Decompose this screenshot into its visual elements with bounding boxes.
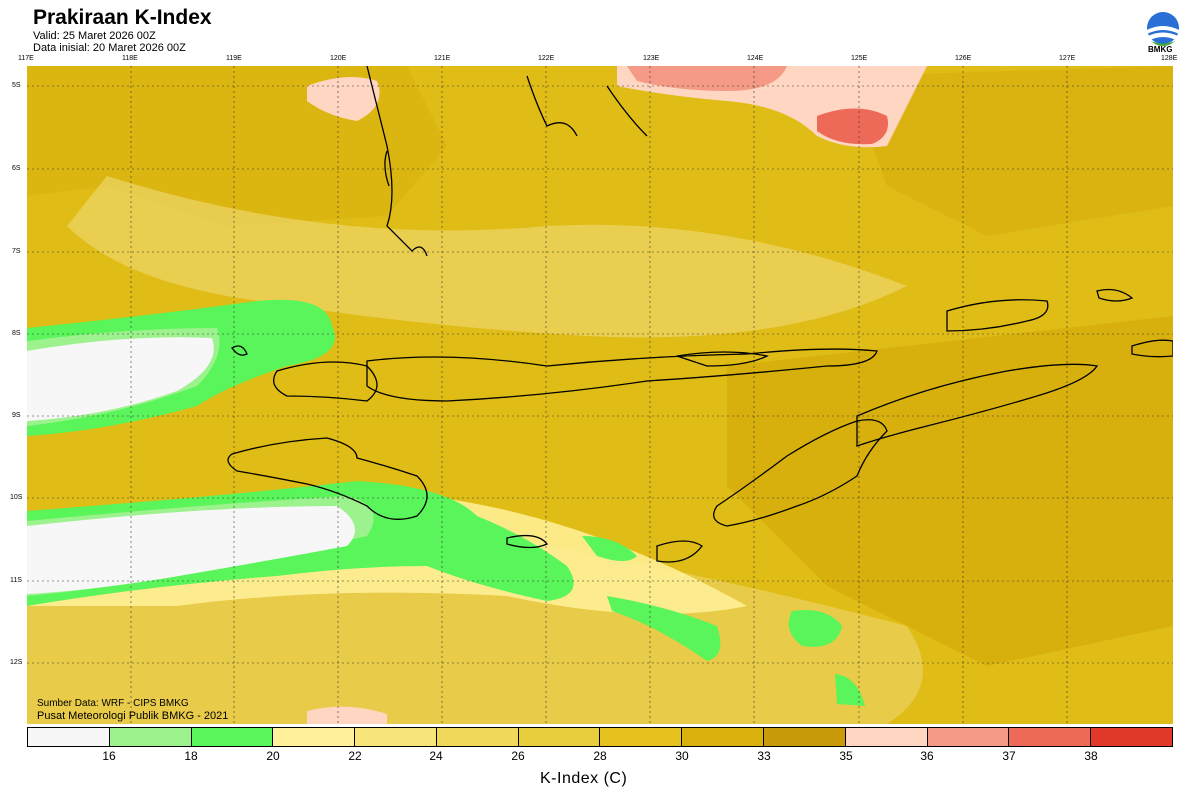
coast-savu	[506, 534, 549, 549]
map-title: Prakiraan K-Index	[33, 6, 212, 29]
colorbar	[27, 727, 1173, 747]
coast-sulawesi-se	[526, 75, 648, 137]
lon-label: 128E	[1161, 55, 1178, 62]
region-k-lt16-south	[27, 506, 355, 594]
colorbar-label: 37	[1002, 749, 1016, 763]
coastlines	[227, 66, 1173, 563]
colorbar-swatch	[355, 728, 437, 746]
colorbar-swatch	[682, 728, 765, 746]
colorbar-swatch	[518, 728, 601, 746]
coast-sulawesi	[366, 66, 428, 257]
colorbar-label: 38	[1084, 749, 1098, 763]
lat-label: 10S	[10, 494, 23, 501]
region-k-37-38	[817, 108, 888, 145]
colorbar-label: 24	[429, 749, 443, 763]
lat-label: 5S	[12, 82, 21, 89]
region-k-18-20-islet1	[582, 536, 637, 561]
colorbar-swatch	[273, 728, 356, 746]
colorbar-label: 20	[266, 749, 280, 763]
lat-label: 6S	[12, 165, 21, 172]
bmkg-logo-icon	[1147, 12, 1179, 46]
region-k-36-37	[627, 66, 787, 91]
colorbar-label: 28	[593, 749, 607, 763]
coast-flores	[366, 348, 878, 402]
credit: Pusat Meteorologi Publik BMKG - 2021	[37, 710, 229, 722]
coast-timor-east	[856, 363, 1099, 447]
region-k-22-24-north	[67, 176, 907, 338]
lon-label: 124E	[747, 55, 764, 62]
lat-label: 11S	[10, 577, 22, 584]
coast-timor	[713, 419, 888, 527]
colorbar-label: 36	[920, 749, 934, 763]
lon-label: 123E	[643, 55, 660, 62]
coast-rote	[656, 540, 703, 563]
coast-tanimbar-north	[1096, 288, 1134, 302]
colorbar-label: 26	[511, 749, 525, 763]
lon-label: 119E	[226, 55, 242, 62]
region-k-18-20-islet2	[607, 596, 721, 661]
data-source: Sumber Data: WRF - CIPS BMKG	[37, 698, 189, 709]
colorbar-swatch	[1091, 728, 1172, 746]
colorbar-swatch	[845, 728, 928, 746]
coast-alor	[676, 351, 769, 367]
region-k-30-33-east	[727, 316, 1173, 666]
colorbar-label: 18	[184, 749, 198, 763]
logo-text: BMKG	[1148, 45, 1173, 54]
colorbar-label: 16	[102, 749, 116, 763]
lon-label: 127E	[1059, 55, 1076, 62]
lat-label: 7S	[12, 248, 21, 255]
colorbar-label: 30	[675, 749, 689, 763]
coast-sumbawa	[273, 361, 378, 402]
colorbar-label: 33	[757, 749, 771, 763]
colorbar-swatch	[109, 728, 192, 746]
lon-label: 117E	[18, 55, 34, 62]
coast-ne-island	[1131, 339, 1173, 358]
region-k-30-33-ne	[847, 66, 1173, 236]
lon-label: 126E	[955, 55, 972, 62]
lon-label: 122E	[538, 55, 555, 62]
region-k-35-36-sw	[307, 706, 387, 724]
colorbar-swatch	[436, 728, 519, 746]
colorbar-swatch	[1009, 728, 1092, 746]
lon-label: 125E	[851, 55, 868, 62]
region-k-lt16-north	[27, 337, 214, 421]
region-k-18-20-islet3	[788, 610, 842, 647]
lat-label: 12S	[10, 659, 23, 666]
k-index-map	[27, 66, 1173, 724]
colorbar-swatch	[927, 728, 1010, 746]
coast-sumba	[227, 437, 428, 520]
colorbar-swatch	[764, 728, 846, 746]
colorbar-swatch	[28, 728, 110, 746]
init-time: Data inisial: 20 Maret 2026 00Z	[33, 42, 186, 54]
lon-label: 118E	[122, 55, 138, 62]
region-k-35-36-nw	[307, 77, 380, 121]
colorbar-label: 22	[348, 749, 362, 763]
coast-lombok	[231, 345, 248, 356]
colorbar-swatch	[191, 728, 274, 746]
valid-time: Valid: 25 Maret 2026 00Z	[33, 30, 156, 42]
grid-lines	[27, 66, 1173, 724]
coast-wetar	[946, 299, 1049, 332]
lat-label: 8S	[12, 330, 21, 337]
lon-label: 120E	[330, 55, 347, 62]
colorbar-swatch	[600, 728, 683, 746]
region-k-18-20-islet4	[835, 674, 865, 706]
lon-label: 121E	[434, 55, 451, 62]
colorbar-title: K-Index (C)	[540, 770, 628, 787]
lat-label: 9S	[12, 412, 21, 419]
colorbar-label: 35	[839, 749, 853, 763]
